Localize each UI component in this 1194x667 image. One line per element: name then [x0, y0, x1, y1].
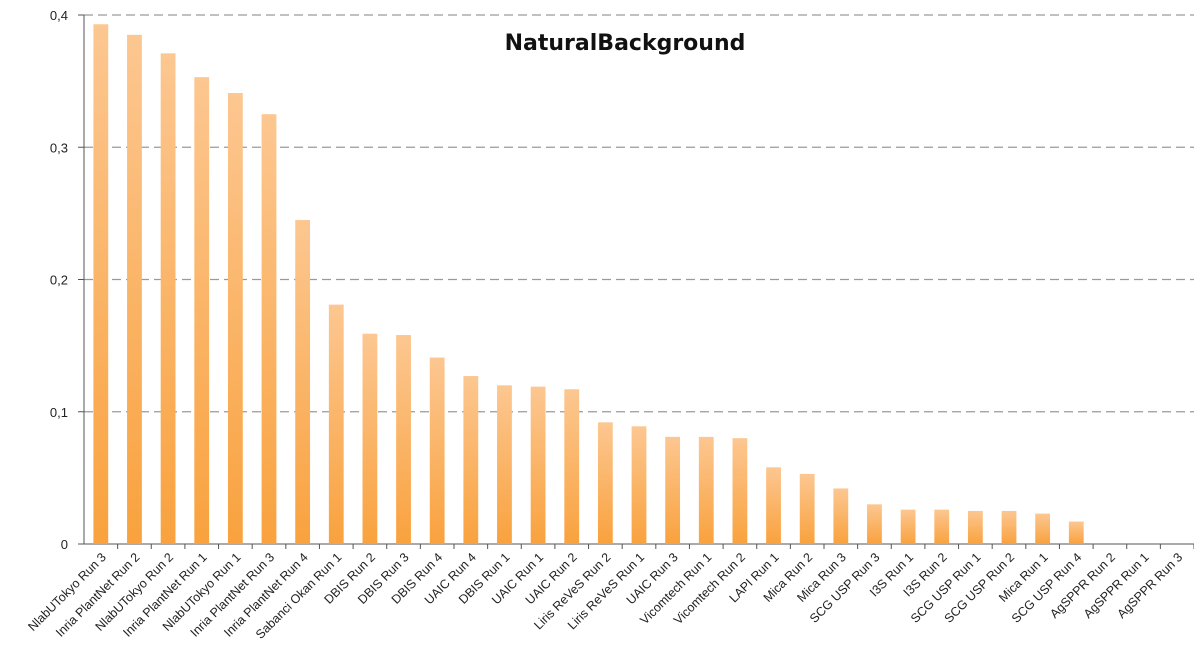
bar: [732, 438, 748, 544]
bar: [698, 436, 714, 544]
bar: [227, 93, 243, 544]
chart-title: NaturalBackground: [505, 31, 746, 56]
bar: [1068, 521, 1084, 544]
bar: [194, 77, 210, 544]
y-tick-label: 0: [61, 537, 68, 552]
bar: [429, 357, 445, 544]
bar: [1035, 513, 1051, 544]
bar: [833, 488, 849, 544]
bar: [597, 422, 613, 544]
bar: [665, 436, 681, 544]
bar: [867, 504, 882, 544]
bar: [530, 386, 546, 544]
y-axis-ticks: 0 0,1 0,2 0,3 0,4: [50, 8, 68, 552]
bars: [93, 24, 1084, 545]
bar: [127, 34, 142, 545]
y-tick-label: 0,4: [50, 8, 68, 23]
bar: [160, 53, 176, 544]
bar: [900, 509, 916, 544]
bar: [934, 509, 950, 544]
bar: [631, 426, 647, 544]
bar: [396, 335, 411, 544]
y-tick-label: 0,2: [50, 273, 68, 288]
bar: [967, 510, 983, 544]
bar: [295, 219, 311, 545]
bar: [261, 114, 277, 544]
y-tick-label: 0,1: [50, 405, 68, 420]
bar: [93, 24, 109, 544]
bar: [497, 385, 512, 544]
y-tick-label: 0,3: [50, 140, 68, 155]
bar: [463, 376, 479, 544]
bar: [362, 333, 378, 544]
bar: [766, 467, 781, 544]
bar: [1001, 510, 1017, 544]
bar: [328, 304, 344, 544]
bar: [564, 389, 580, 544]
bar: [799, 473, 815, 544]
